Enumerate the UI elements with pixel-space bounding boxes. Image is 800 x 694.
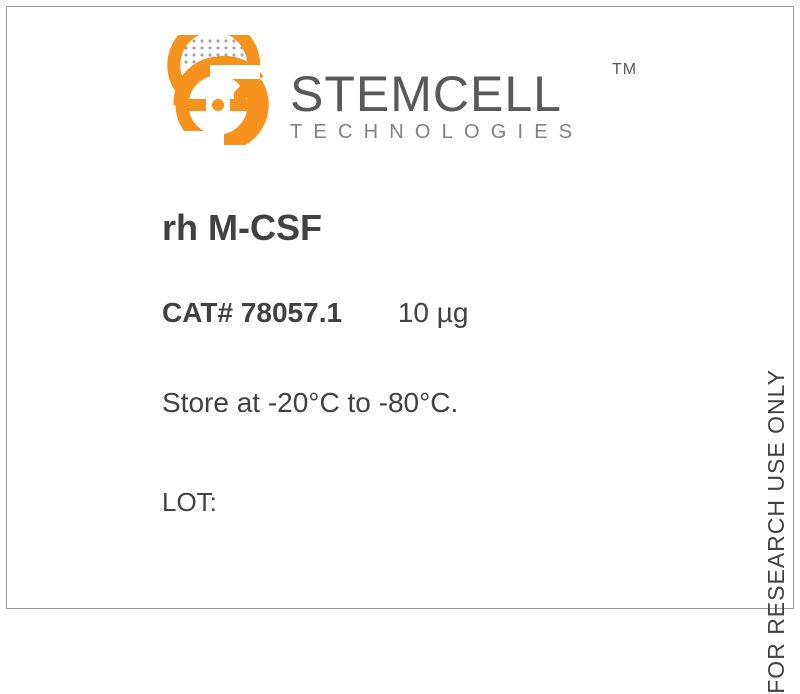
logo-main-text: STEMCELL	[290, 65, 562, 123]
catalog-label: CAT#	[162, 297, 233, 328]
trademark-symbol: TM	[612, 61, 637, 79]
catalog-line: CAT# 78057.1 10 µg	[162, 297, 468, 329]
lot-line: LOT:	[162, 487, 217, 518]
label-frame: STEMCELL TM TECHNOLOGIES rh M-CSF CAT# 7…	[6, 6, 794, 609]
product-quantity: 10 µg	[398, 297, 469, 328]
lot-label: LOT:	[162, 487, 217, 517]
storage-instructions: Store at -20°C to -80°C.	[162, 387, 458, 419]
catalog-number: 78057.1	[241, 297, 342, 328]
logo-sub-text: TECHNOLOGIES	[290, 121, 583, 144]
stemcell-logo-icon	[162, 35, 272, 145]
product-name: rh M-CSF	[162, 207, 322, 249]
company-logo: STEMCELL TM TECHNOLOGIES	[162, 35, 652, 155]
research-use-only-text: FOR RESEARCH USE ONLY	[763, 369, 790, 694]
